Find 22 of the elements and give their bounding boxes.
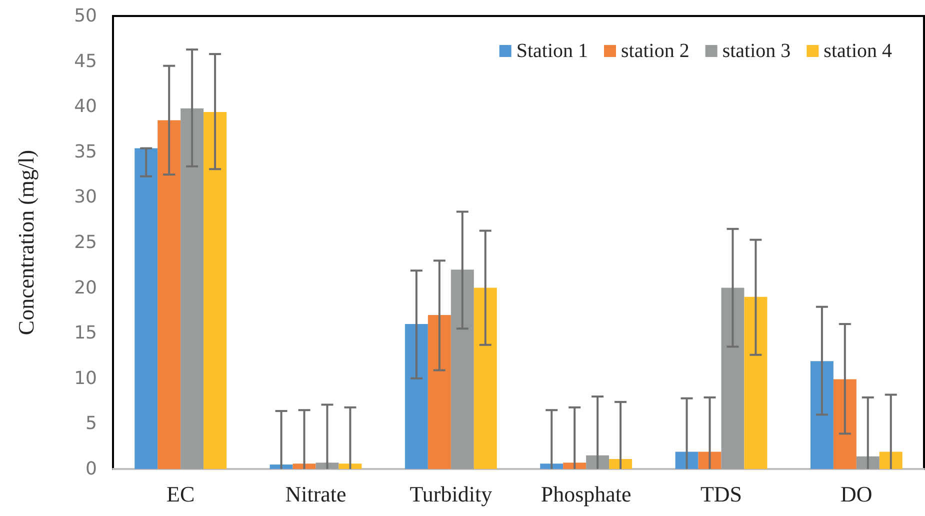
legend-label: station 4 bbox=[824, 40, 892, 62]
y-tick-label: 5 bbox=[86, 413, 97, 434]
y-tick-label: 40 bbox=[74, 96, 97, 118]
x-tick-label: Phosphate bbox=[540, 482, 632, 506]
x-tick-label: Nitrate bbox=[285, 482, 346, 506]
y-tick-label: 30 bbox=[74, 186, 97, 208]
legend-label: station 2 bbox=[621, 40, 690, 62]
legend-label: Station 1 bbox=[516, 40, 588, 62]
x-tick-label: Turbidity bbox=[410, 482, 492, 506]
legend-label: station 3 bbox=[722, 40, 791, 62]
x-tick-label: TDS bbox=[700, 482, 742, 506]
y-tick-label: 45 bbox=[74, 50, 97, 72]
y-tick-label: 15 bbox=[74, 322, 97, 344]
y-tick-label: 25 bbox=[74, 232, 97, 253]
y-tick-label: 35 bbox=[74, 141, 97, 162]
y-tick-label: 20 bbox=[74, 277, 97, 298]
y-tick-label: 0 bbox=[86, 458, 97, 480]
y-tick-label: 50 bbox=[74, 6, 97, 26]
y-tick-label: 10 bbox=[74, 368, 97, 389]
x-tick-label: EC bbox=[166, 482, 195, 506]
y-axis-title: Concentration (mg/l) bbox=[14, 150, 38, 336]
x-tick-label: DO bbox=[840, 482, 872, 506]
